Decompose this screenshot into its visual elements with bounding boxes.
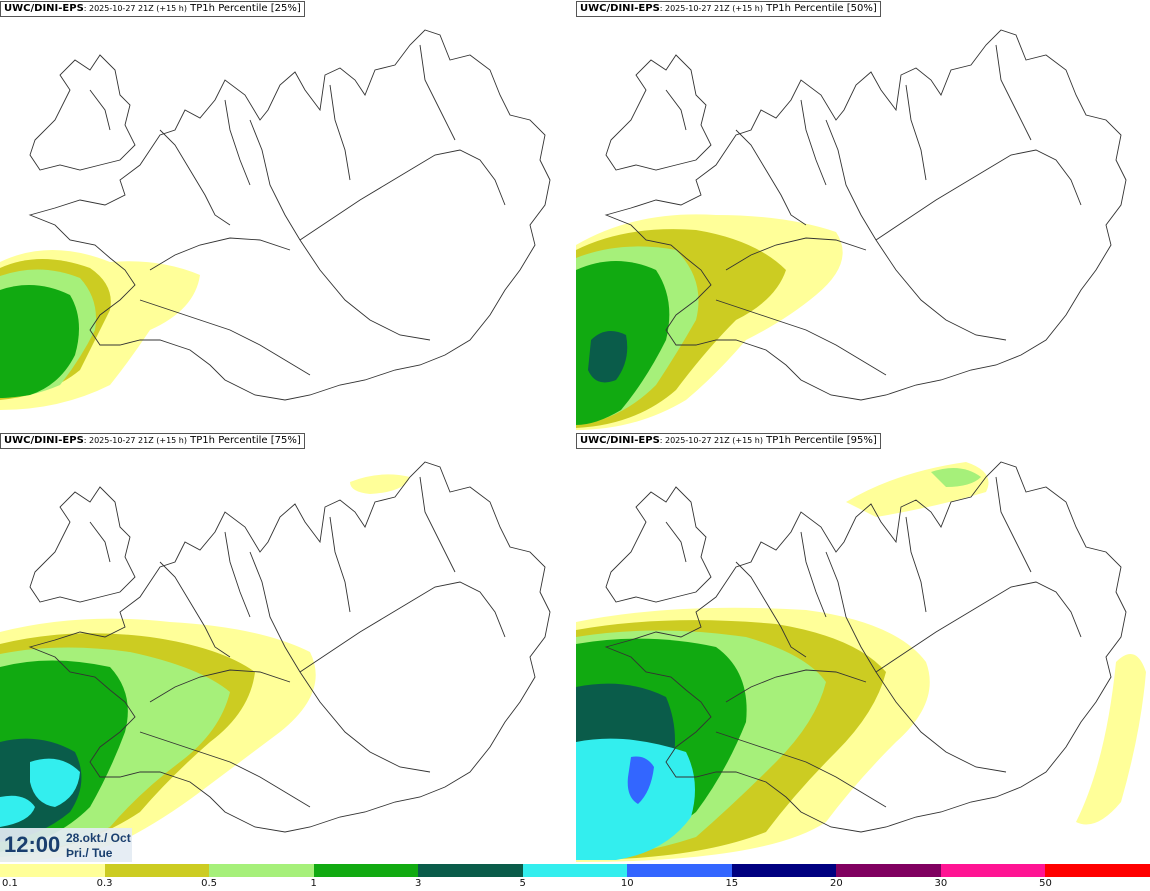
valid-date: 28.okt./ Oct: [66, 831, 131, 845]
map-panel-95: UWC/DINI-EPS: 2025-10-27 21Z (+15 h) TP1…: [576, 432, 1150, 862]
precip-5-b: [0, 795, 35, 827]
panel-title: UWC/DINI-EPS: 2025-10-27 21Z (+15 h) TP1…: [576, 433, 881, 449]
precipitation-map-95: [576, 461, 1146, 862]
legend-swatch: [627, 864, 733, 877]
legend-label: 0.1: [2, 878, 18, 889]
precipitation-map-50: [576, 29, 1127, 430]
legend-swatch: [313, 864, 420, 877]
precip-0.1-north: [350, 474, 410, 494]
precipitation-map-75: [0, 461, 551, 862]
legend-label: 0.3: [96, 878, 113, 889]
precip-0.1-east: [1076, 654, 1146, 825]
legend-label: 5: [519, 878, 526, 889]
legend-swatch: [104, 864, 211, 877]
legend-label: 0.5: [201, 878, 218, 889]
legend-label: 3: [414, 878, 422, 889]
color-legend: 0.1 0.3 0.5 1 3 5 10 15 20 30 50: [0, 864, 1150, 891]
legend-swatch: [522, 864, 629, 877]
precip-3: [588, 331, 628, 383]
legend-labels: 0.1 0.3 0.5 1 3 5 10 15 20 30 50: [0, 878, 1150, 891]
legend-swatch: [731, 864, 838, 877]
legend-label: 10: [620, 878, 634, 889]
panel-title: UWC/DINI-EPS: 2025-10-27 21Z (+15 h) TP1…: [0, 433, 305, 449]
map-panel-50: UWC/DINI-EPS: 2025-10-27 21Z (+15 h) TP1…: [576, 0, 1150, 430]
panel-title: UWC/DINI-EPS: 2025-10-27 21Z (+15 h) TP1…: [576, 1, 881, 17]
legend-colorbar: [0, 864, 1150, 877]
legend-swatch: [0, 864, 106, 877]
precip-5: [30, 758, 80, 807]
legend-swatch: [209, 864, 315, 877]
valid-time: 12:00: [4, 832, 61, 857]
legend-swatch: [1045, 864, 1150, 877]
map-panel-25: UWC/DINI-EPS: 2025-10-27 21Z (+15 h) TP1…: [0, 0, 574, 430]
precip-10: [627, 756, 654, 804]
legend-label: 50: [1039, 878, 1052, 889]
legend-label: 30: [934, 878, 948, 889]
valid-time-box: 12:00 28.okt./ Oct Þri./ Tue: [0, 828, 132, 862]
legend-swatch: [940, 864, 1047, 877]
legend-label: 1: [310, 878, 317, 889]
precip-0.5-north: [931, 468, 981, 487]
legend-label: 15: [725, 878, 739, 889]
legend-swatch: [418, 864, 524, 877]
map-panel-75: UWC/DINI-EPS: 2025-10-27 21Z (+15 h) TP1…: [0, 432, 574, 862]
precipitation-map-25: [0, 29, 551, 410]
valid-weekday: Þri./ Tue: [66, 846, 113, 860]
legend-label: 20: [829, 878, 843, 889]
precip-1: [0, 285, 79, 398]
legend-swatch: [836, 864, 942, 877]
panel-title: UWC/DINI-EPS: 2025-10-27 21Z (+15 h) TP1…: [0, 1, 305, 17]
